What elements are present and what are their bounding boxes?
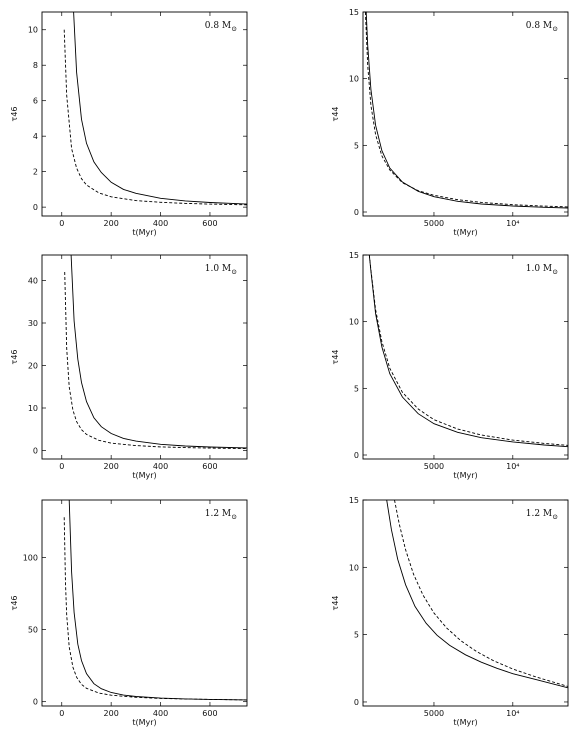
plot-frame <box>362 499 569 707</box>
sun-symbol: ⊙ <box>552 513 558 521</box>
y-tick-label: 0 <box>33 447 38 456</box>
y-tick-label: 0 <box>33 203 38 212</box>
plot-frame <box>41 11 248 217</box>
x-tick-label: 600 <box>202 219 217 228</box>
y-tick-label: 5 <box>354 384 359 393</box>
solid-curve <box>365 12 568 209</box>
x-tick-label: 10⁴ <box>506 709 519 718</box>
y-tick-label: 10 <box>28 404 38 413</box>
sun-symbol: ⊙ <box>552 268 558 276</box>
x-tick-label: 0 <box>59 709 64 718</box>
chart-panel: 5000 10⁴ 0 5 10 15 t(Myr) τ44 1.2 M⊙ <box>331 496 569 727</box>
x-tick-label: 600 <box>202 709 217 718</box>
solid-curve <box>368 255 568 448</box>
x-tick-label: 5000 <box>424 462 444 471</box>
dashed-curve <box>364 12 568 208</box>
y-axis-label: τ44 <box>331 107 340 122</box>
x-tick-label: 400 <box>153 219 168 228</box>
y-tick-label: 15 <box>349 496 359 505</box>
dashed-curve <box>394 500 568 687</box>
solid-curve <box>68 500 247 701</box>
x-tick-label: 10⁴ <box>506 219 519 228</box>
x-tick-label: 5000 <box>424 219 444 228</box>
plot-frame <box>41 499 248 707</box>
y-tick-label: 0 <box>354 451 359 460</box>
panel-mass-value: 1.2 M <box>526 509 552 519</box>
solid-curve <box>73 12 247 205</box>
x-tick-label: 5000 <box>424 709 444 718</box>
x-tick-label: 600 <box>202 462 217 471</box>
y-tick-label: 15 <box>349 8 359 17</box>
panel-mass-label: 1.2 M⊙ <box>205 509 237 521</box>
x-tick-label: 400 <box>153 462 168 471</box>
y-tick-label: 10 <box>349 318 359 327</box>
sun-symbol: ⊙ <box>231 513 237 521</box>
panel-mass-label: 1.0 M⊙ <box>526 264 558 276</box>
x-axis-label: t(Myr) <box>132 718 156 727</box>
y-tick-label: 6 <box>33 97 38 106</box>
chart-panel: 0 200 400 600 0 10 20 30 40 t(Myr) τ46 1.0 M⊙ <box>10 254 248 480</box>
plot-frame <box>362 11 569 217</box>
panel-mass-label: 1.0 M⊙ <box>205 264 237 276</box>
x-tick-label: 200 <box>104 709 119 718</box>
x-tick-label: 0 <box>59 219 64 228</box>
y-tick-label: 0 <box>354 698 359 707</box>
chart-panel: 0 200 400 600 0 50 100 t(Myr) τ46 1.2 M⊙ <box>10 499 248 727</box>
y-tick-label: 10 <box>349 563 359 572</box>
y-tick-label: 5 <box>354 141 359 150</box>
panel-mass-value: 1.2 M <box>205 509 231 519</box>
x-axis-label: t(Myr) <box>453 228 477 237</box>
y-tick-label: 10 <box>28 26 38 35</box>
y-tick-label: 0 <box>354 208 359 217</box>
dashed-curve <box>63 29 247 206</box>
y-tick-label: 40 <box>28 277 38 286</box>
y-tick-label: 0 <box>33 698 38 707</box>
panel-mass-label: 0.8 M⊙ <box>526 21 558 33</box>
panel-mass-label: 0.8 M⊙ <box>205 21 237 33</box>
y-axis-label: τ46 <box>10 350 19 365</box>
x-tick-label: 400 <box>153 709 168 718</box>
panel-mass-value: 0.8 M <box>526 21 552 31</box>
y-tick-label: 5 <box>354 631 359 640</box>
x-axis-label: t(Myr) <box>453 471 477 480</box>
y-tick-label: 8 <box>33 61 38 70</box>
y-tick-label: 20 <box>28 362 38 371</box>
y-axis-label: τ44 <box>331 596 340 611</box>
y-axis-label: τ46 <box>10 596 19 611</box>
x-axis-label: t(Myr) <box>453 718 477 727</box>
x-tick-label: 200 <box>104 219 119 228</box>
y-axis-label: τ46 <box>10 107 19 122</box>
sun-symbol: ⊙ <box>231 268 237 276</box>
dashed-curve <box>64 271 247 450</box>
plot-frame <box>362 254 569 460</box>
chart-panel: 5000 10⁴ 0 5 10 15 t(Myr) τ44 1.0 M⊙ <box>331 251 569 480</box>
y-tick-label: 50 <box>28 626 38 635</box>
y-tick-label: 2 <box>33 168 38 177</box>
panel-mass-label: 1.2 M⊙ <box>526 509 558 521</box>
dashed-curve <box>63 517 247 701</box>
x-tick-label: 200 <box>104 462 119 471</box>
chart-panel: 0 200 400 600 0 2 4 6 8 10 t(Myr) τ46 0.8 M⊙ <box>10 11 248 237</box>
solid-curve <box>386 500 568 689</box>
panel-mass-value: 1.0 M <box>205 264 231 274</box>
solid-curve <box>70 255 247 449</box>
sun-symbol: ⊙ <box>231 25 237 33</box>
y-tick-label: 15 <box>349 251 359 260</box>
chart-panel: 5000 10⁴ 0 5 10 15 t(Myr) τ44 0.8 M⊙ <box>331 8 569 237</box>
plot-frame <box>41 254 248 460</box>
dashed-curve <box>368 255 568 446</box>
x-tick-label: 0 <box>59 462 64 471</box>
panel-mass-value: 0.8 M <box>205 21 231 31</box>
x-axis-label: t(Myr) <box>132 471 156 480</box>
y-tick-label: 10 <box>349 75 359 84</box>
x-tick-label: 10⁴ <box>506 462 519 471</box>
y-tick-label: 4 <box>33 132 38 141</box>
y-tick-label: 30 <box>28 319 38 328</box>
y-axis-label: τ44 <box>331 350 340 365</box>
x-axis-label: t(Myr) <box>132 228 156 237</box>
sun-symbol: ⊙ <box>552 25 558 33</box>
y-tick-label: 100 <box>23 554 38 563</box>
panel-mass-value: 1.0 M <box>526 264 552 274</box>
